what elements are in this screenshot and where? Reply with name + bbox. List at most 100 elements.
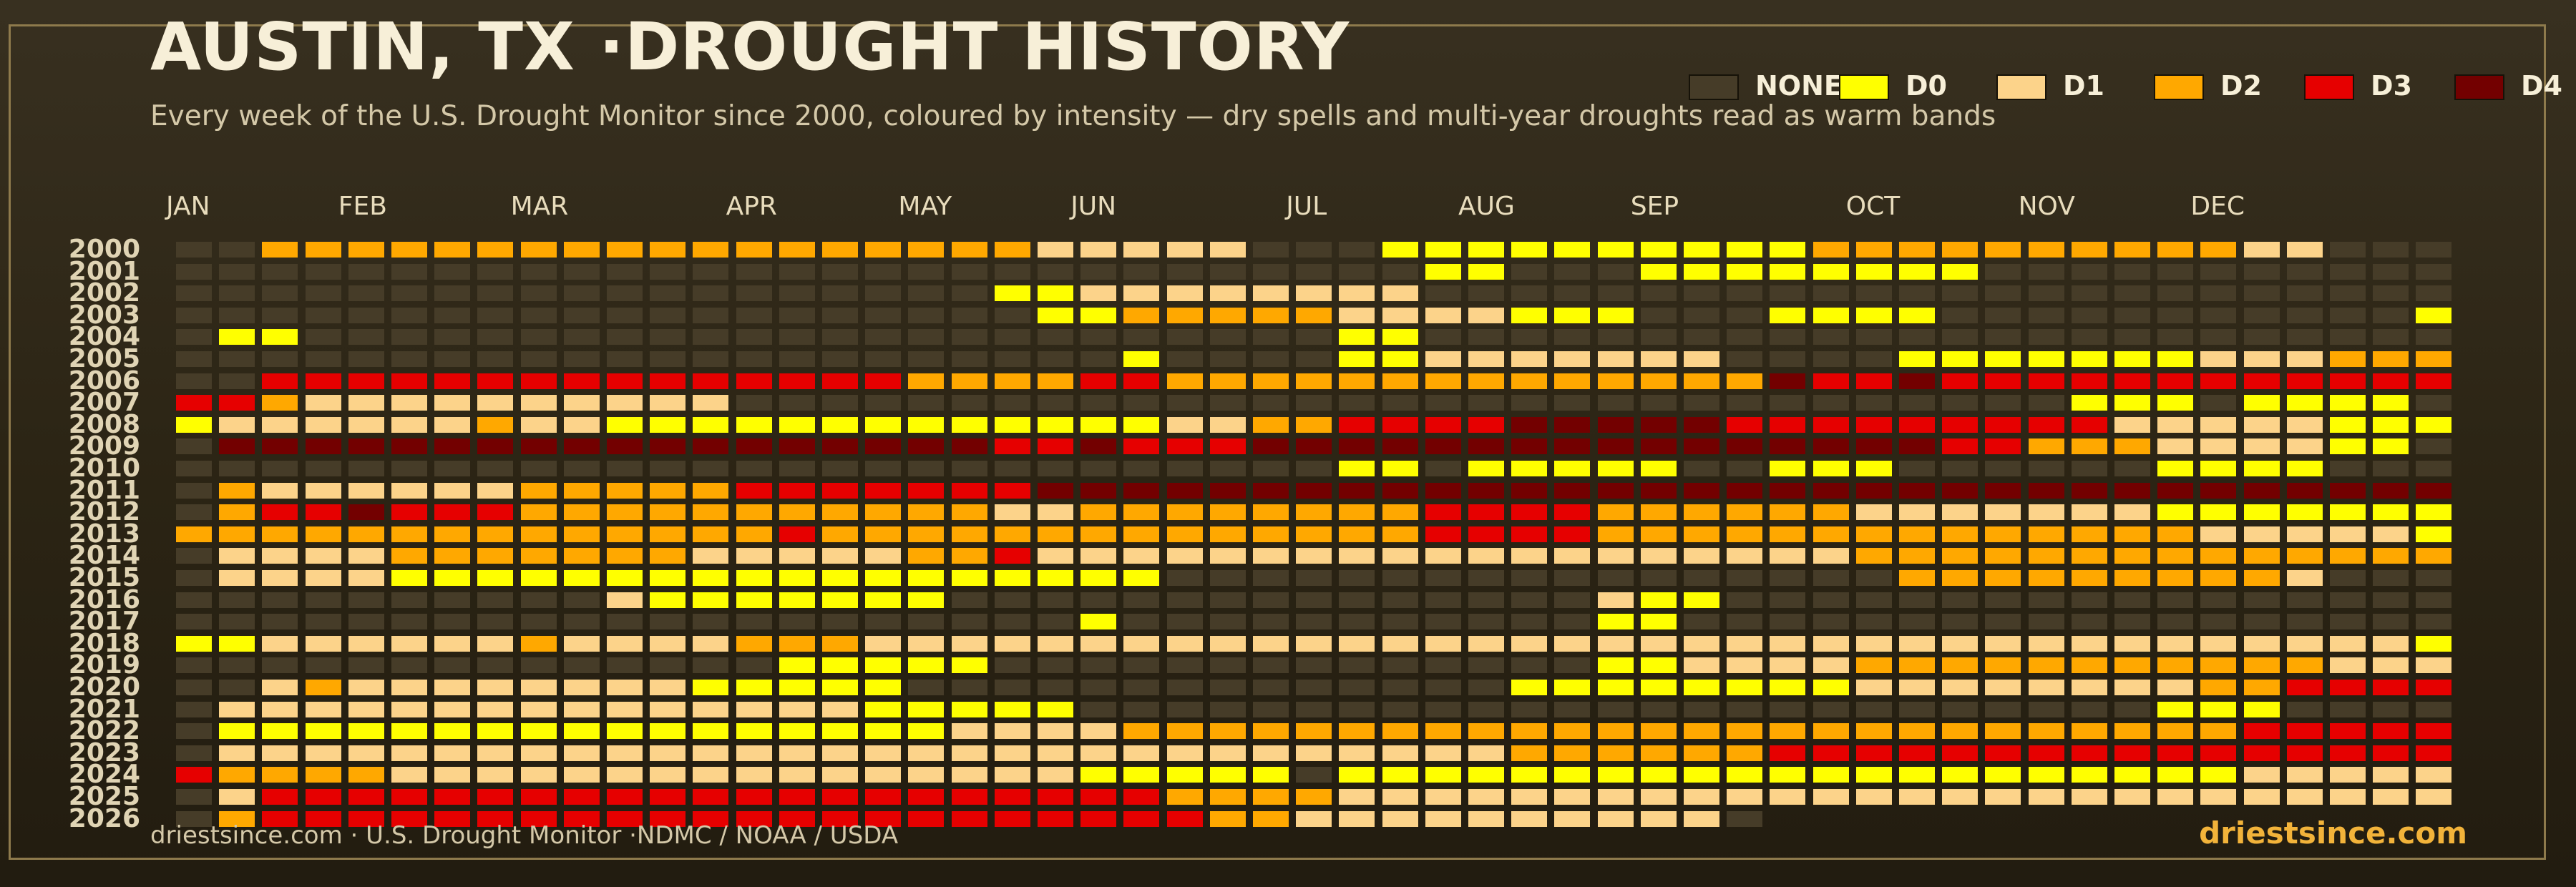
heatmap-cell [1640, 614, 1677, 630]
heatmap-cell [1684, 570, 1719, 586]
heatmap-cell [1296, 526, 1332, 542]
heatmap-cell [262, 592, 298, 608]
heatmap-cell [1985, 438, 2021, 455]
heatmap-cell [1468, 395, 1504, 411]
heatmap-cell [1597, 351, 1634, 367]
heatmap-cell [1727, 285, 1763, 302]
heatmap-cell [1770, 635, 1806, 652]
heatmap-cell [2243, 351, 2280, 367]
heatmap-cell [1253, 285, 1289, 302]
heatmap-cell [434, 329, 471, 346]
heatmap-cell [219, 548, 255, 564]
heatmap-cell [1511, 548, 1548, 564]
heatmap-cell [736, 789, 772, 805]
heatmap-cell [1684, 504, 1719, 521]
heatmap-cell [1727, 723, 1763, 740]
heatmap-cell [1813, 461, 1849, 476]
heatmap-cell [2200, 395, 2237, 411]
heatmap-cell [1123, 373, 1160, 389]
heatmap-cell [2416, 745, 2452, 761]
heatmap-cell [391, 329, 427, 346]
heatmap-cell [1382, 635, 1418, 652]
heatmap-cell [1640, 373, 1677, 389]
legend-swatch [2304, 74, 2354, 100]
heatmap-cell [1985, 548, 2021, 564]
heatmap-cell [2114, 438, 2150, 455]
heatmap-cell [650, 723, 686, 740]
heatmap-cell [2028, 373, 2064, 389]
heatmap-cell [219, 395, 255, 411]
heatmap-cell [2286, 657, 2323, 674]
heatmap-cell [1511, 701, 1548, 717]
heatmap-cell [1942, 461, 1979, 476]
heatmap-cell [477, 548, 514, 564]
source-credit: driestsince.com · U.S. Drought Monitor ·… [150, 821, 899, 850]
heatmap-cell [779, 570, 815, 586]
heatmap-cell [1038, 329, 1073, 346]
heatmap-cell [1554, 504, 1591, 521]
heatmap-cell [477, 614, 514, 630]
heatmap-cell [1038, 526, 1073, 542]
heatmap-cell [2200, 526, 2237, 542]
heatmap-cell [1554, 351, 1591, 367]
heatmap-cell [2416, 789, 2452, 805]
heatmap-cell [908, 657, 945, 674]
legend-label: D3 [2371, 70, 2412, 102]
heatmap-cell [1684, 789, 1719, 805]
heatmap-cell [2071, 351, 2107, 367]
heatmap-cell [1468, 680, 1504, 695]
heatmap-cell [1727, 614, 1763, 630]
heatmap-cell [2071, 395, 2107, 411]
heatmap-cell [1339, 789, 1375, 805]
heatmap-cell [1684, 285, 1719, 302]
heatmap-cell [1511, 810, 1548, 827]
heatmap-cell [1296, 614, 1332, 630]
heatmap-cell [1813, 373, 1849, 389]
heatmap-cell [2416, 548, 2452, 564]
heatmap-cell [2373, 635, 2409, 652]
heatmap-cell [2157, 482, 2194, 499]
heatmap-cell [563, 395, 600, 411]
heatmap-cell [434, 548, 471, 564]
heatmap-cell [1339, 592, 1375, 608]
heatmap-cell [477, 395, 514, 411]
heatmap-cell [2286, 329, 2323, 346]
heatmap-cell [1425, 482, 1461, 499]
month-tick-label: MAY [898, 192, 952, 221]
heatmap-cell [520, 767, 557, 783]
heatmap-cell [1770, 395, 1806, 411]
heatmap-cell [1684, 307, 1719, 323]
heatmap-cell [1123, 461, 1160, 476]
heatmap-cell [1942, 351, 1979, 367]
heatmap-cell [1554, 789, 1591, 805]
heatmap-cell [607, 570, 643, 586]
heatmap-cell [2157, 548, 2194, 564]
heatmap-cell [1511, 789, 1548, 805]
heatmap-cell [2157, 745, 2194, 761]
heatmap-cell [1253, 614, 1289, 630]
heatmap-cell [1080, 570, 1117, 586]
heatmap-cell [2243, 438, 2280, 455]
heatmap-cell [391, 461, 427, 476]
heatmap-cell [1038, 680, 1073, 695]
heatmap-cell [1813, 351, 1849, 367]
heatmap-cell [1511, 614, 1548, 630]
heatmap-cell [865, 351, 902, 367]
heatmap-cell [1511, 745, 1548, 761]
heatmap-cell [1855, 745, 1892, 761]
heatmap-cell [1942, 329, 1979, 346]
heatmap-cell [176, 789, 212, 805]
heatmap-cell [2416, 723, 2452, 740]
heatmap-cell [1209, 635, 1246, 652]
heatmap-cell [2028, 461, 2064, 476]
heatmap-cell [1038, 635, 1073, 652]
heatmap-cell [434, 614, 471, 630]
heatmap-cell [520, 373, 557, 389]
heatmap-cell [1855, 329, 1892, 346]
heatmap-cell [1640, 657, 1677, 674]
heatmap-cell [2416, 263, 2452, 280]
heatmap-cell [1339, 570, 1375, 586]
heatmap-cell [391, 504, 427, 521]
heatmap-cell [219, 570, 255, 586]
heatmap-cell [1899, 723, 1935, 740]
